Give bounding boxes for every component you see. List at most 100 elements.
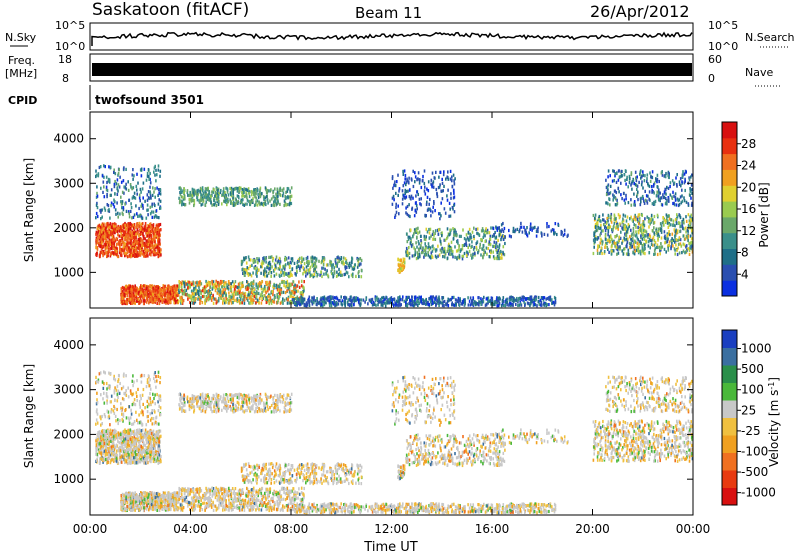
power-cell xyxy=(275,197,278,201)
power-cell xyxy=(136,286,138,290)
power-cell xyxy=(448,249,451,253)
power-cell xyxy=(289,194,292,199)
power-cell xyxy=(232,196,234,200)
power-cell xyxy=(453,295,455,299)
power-cell xyxy=(268,294,271,298)
beam-title: Beam 11 xyxy=(355,4,422,22)
power-cell xyxy=(355,274,357,278)
power-cell xyxy=(314,256,316,260)
power-cell xyxy=(403,181,406,185)
power-cell xyxy=(442,189,444,193)
power-cell xyxy=(667,232,669,236)
power-cell xyxy=(225,281,227,285)
power-cell xyxy=(671,232,674,236)
power-cell xyxy=(594,223,597,227)
power-cell xyxy=(162,298,165,302)
power-cell xyxy=(437,232,440,236)
power-cell xyxy=(148,225,150,229)
power-cell xyxy=(339,257,342,262)
power-cell xyxy=(471,244,473,248)
power-cell xyxy=(145,251,147,255)
power-cell xyxy=(685,215,687,219)
power-cell xyxy=(670,247,672,251)
power-cell xyxy=(273,294,276,298)
power-cell xyxy=(446,175,448,179)
power-cell xyxy=(247,255,250,259)
power-cell xyxy=(268,261,271,265)
power-cell xyxy=(189,190,191,195)
power-cell xyxy=(268,298,270,302)
power-cell xyxy=(533,301,535,305)
power-cell xyxy=(109,165,112,169)
power-cell xyxy=(154,195,156,199)
power-cell xyxy=(132,223,134,227)
power-cell xyxy=(215,301,218,305)
power-cell xyxy=(502,234,504,238)
power-cell xyxy=(327,298,329,302)
power-cell xyxy=(479,301,482,305)
power-cell xyxy=(148,291,151,295)
power-cell xyxy=(146,193,149,197)
power-cell xyxy=(166,300,168,304)
power-cell xyxy=(153,290,156,294)
power-cell xyxy=(461,257,464,261)
power-cell xyxy=(415,194,417,198)
power-cell xyxy=(551,298,553,302)
power-cell xyxy=(154,203,156,208)
power-cell xyxy=(405,206,407,210)
power-cell xyxy=(270,271,273,275)
power-cell xyxy=(126,300,128,304)
power-cell xyxy=(622,239,624,243)
power-cell xyxy=(153,244,155,248)
power-cell xyxy=(633,223,635,227)
power-cell xyxy=(257,192,259,196)
power-cell xyxy=(131,173,134,177)
power-cell xyxy=(252,294,254,298)
power-cell xyxy=(179,296,182,300)
power-cell xyxy=(302,272,304,276)
power-cell xyxy=(294,272,296,276)
power-cell xyxy=(506,303,508,307)
power-cell xyxy=(315,257,318,261)
power-cell xyxy=(215,188,218,192)
power-cell xyxy=(453,231,455,235)
power-cell xyxy=(429,227,432,231)
power-cell xyxy=(256,257,258,261)
power-cell xyxy=(209,297,211,301)
power-cell xyxy=(434,248,437,252)
power-cell xyxy=(158,246,161,250)
power-cell xyxy=(308,303,311,307)
power-cell xyxy=(102,250,105,254)
power-cell xyxy=(114,252,117,256)
power-cell xyxy=(109,246,112,250)
power-cell xyxy=(97,241,100,245)
power-cell xyxy=(453,182,456,186)
power-cell xyxy=(534,295,537,299)
power-cell xyxy=(461,244,464,248)
power-cell xyxy=(431,171,434,175)
power-cell xyxy=(243,203,246,207)
power-cell xyxy=(149,233,151,237)
power-cell xyxy=(131,285,134,289)
power-cell xyxy=(233,282,235,286)
power-cell xyxy=(401,189,404,193)
power-cell xyxy=(97,174,100,178)
power-cell xyxy=(552,300,555,304)
power-cell xyxy=(225,200,227,204)
power-cell xyxy=(613,213,616,217)
power-cell xyxy=(287,196,289,200)
power-cell xyxy=(296,295,299,299)
power-cell xyxy=(420,239,422,243)
power-cell xyxy=(132,240,135,244)
power-cell xyxy=(103,242,106,247)
power-cell xyxy=(136,212,138,216)
power-cell xyxy=(290,201,293,206)
power-cell xyxy=(303,288,305,292)
power-cell xyxy=(95,173,98,177)
power-cell xyxy=(438,227,441,232)
power-cell xyxy=(265,290,267,295)
power-cell xyxy=(140,284,142,288)
power-cell xyxy=(233,290,236,294)
power-cell xyxy=(414,298,416,302)
power-cell xyxy=(398,300,401,304)
